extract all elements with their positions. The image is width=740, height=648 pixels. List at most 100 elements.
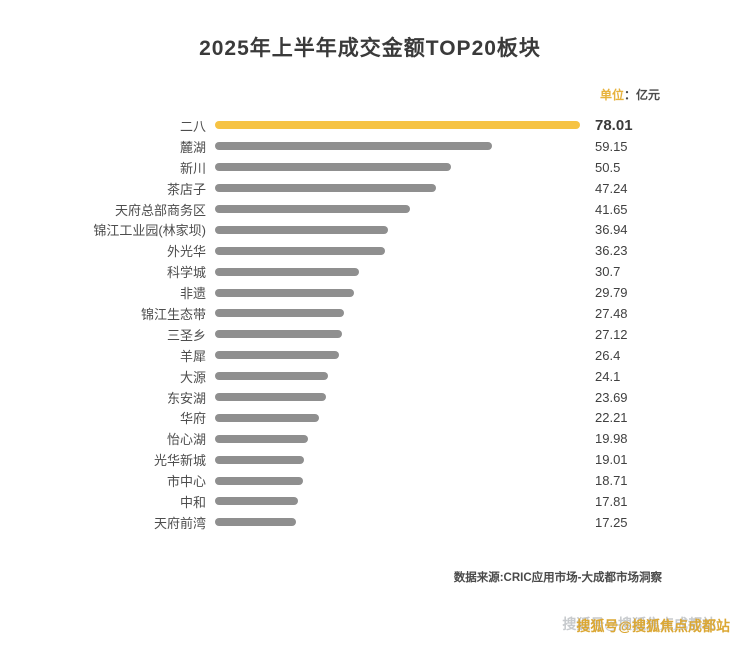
bar-track	[215, 288, 580, 297]
bar	[215, 142, 492, 151]
watermark-back-text: 搜狐号@搜狐焦点成都站	[562, 616, 716, 632]
unit-label: 单位：亿元	[0, 86, 740, 103]
chart-row: 新川 50.5	[0, 157, 740, 178]
chart-row: 茶店子 47.24	[0, 178, 740, 199]
bar-track	[215, 142, 580, 151]
value-label: 19.01	[595, 452, 628, 468]
watermark-front-text: 搜狐号@搜狐焦点成都站	[576, 618, 730, 634]
value-label: 26.4	[595, 347, 621, 363]
chart-row: 非遗 29.79	[0, 282, 740, 303]
bar	[215, 184, 437, 193]
bar-track	[215, 518, 580, 527]
category-label: 市中心	[166, 474, 206, 490]
category-label: 华府	[179, 411, 206, 427]
category-label: 怡心湖	[166, 432, 206, 448]
bar-track	[215, 351, 580, 360]
value-label: 36.94	[595, 222, 628, 238]
chart-rows: 二八 78.01 麓湖 59.15 新川 50.5 茶店子 47.24 天府总部商务区 41.65…	[0, 115, 740, 533]
value-label: 24.1	[595, 368, 621, 384]
bar	[215, 267, 359, 276]
value-label: 29.79	[595, 285, 628, 301]
bar-track	[215, 330, 580, 339]
unit-label-prefix: 单位	[599, 88, 624, 102]
data-source-note: 数据来源:CRIC应用市场-大成都市场洞察	[453, 571, 662, 584]
chart-row: 市中心 18.71	[0, 470, 740, 491]
bar-track	[215, 413, 580, 422]
category-label: 科学城	[166, 265, 206, 281]
category-label: 天府总部商务区	[114, 202, 206, 218]
category-label: 新川	[179, 160, 206, 176]
bar	[215, 121, 580, 130]
value-label: 22.21	[595, 410, 628, 426]
bar-track	[215, 393, 580, 402]
bar-track	[215, 309, 580, 318]
bar-track	[215, 225, 580, 234]
chart-row: 华府 22.21	[0, 407, 740, 428]
bar	[215, 205, 410, 213]
chart-row: 光华新城 19.01	[0, 449, 740, 470]
bar	[215, 330, 342, 339]
value-label: 36.23	[595, 243, 628, 259]
bar-track	[215, 205, 580, 213]
value-label: 27.12	[595, 326, 628, 342]
chart-title: 2025年上半年成交金额TOP20板块	[199, 37, 541, 60]
watermark: 搜狐号@搜狐焦点成都站 搜狐号@搜狐焦点成都站	[562, 616, 730, 640]
category-label: 锦江生态带	[140, 306, 206, 322]
chart-row: 天府总部商务区 41.65	[0, 199, 740, 220]
bar-track	[215, 246, 580, 255]
chart-row: 二八 78.01	[0, 115, 740, 136]
category-label: 外光华	[166, 244, 206, 260]
chart-row: 东安湖 23.69	[0, 387, 740, 408]
value-label: 27.48	[595, 305, 628, 321]
bar-track	[215, 497, 580, 506]
chart-row: 羊犀 26.4	[0, 345, 740, 366]
bar	[215, 351, 339, 360]
category-label: 大源	[179, 369, 206, 385]
bar-track	[215, 163, 580, 172]
chart-row: 怡心湖 19.98	[0, 428, 740, 449]
category-label: 东安湖	[166, 390, 206, 406]
bar	[215, 413, 319, 422]
bar-track	[215, 267, 580, 276]
chart-row: 三圣乡 27.12	[0, 324, 740, 345]
value-label: 17.81	[595, 493, 628, 509]
category-label: 茶店子	[166, 181, 206, 197]
bar-track	[215, 455, 580, 464]
bar-track	[215, 372, 580, 381]
value-label: 30.7	[595, 264, 621, 280]
value-label: 17.25	[595, 514, 628, 530]
category-label: 锦江工业园(林家坝)	[93, 223, 206, 239]
bar	[215, 476, 303, 485]
bar	[215, 288, 355, 297]
unit-label-suffix: ：亿元	[623, 88, 660, 102]
bar	[215, 455, 304, 464]
category-label: 中和	[179, 494, 206, 510]
bar	[215, 163, 452, 172]
value-label: 50.5	[595, 159, 621, 175]
value-label: 47.24	[595, 180, 628, 196]
chart-row: 中和 17.81	[0, 491, 740, 512]
category-label: 非遗	[179, 286, 206, 302]
value-label: 78.01	[595, 116, 633, 134]
value-label: 18.71	[595, 473, 628, 489]
chart-row: 天府前湾 17.25	[0, 512, 740, 533]
value-label: 59.15	[595, 138, 628, 154]
value-label: 41.65	[595, 201, 628, 217]
bar	[215, 518, 296, 527]
bar-track	[215, 434, 580, 443]
bar	[215, 309, 344, 318]
bar	[215, 434, 309, 443]
bar	[215, 372, 328, 381]
chart-row: 锦江工业园(林家坝) 36.94	[0, 219, 740, 240]
chart-row: 科学城 30.7	[0, 261, 740, 282]
chart-row: 大源 24.1	[0, 366, 740, 387]
bar	[215, 246, 385, 255]
category-label: 光华新城	[153, 453, 206, 469]
chart-row: 外光华 36.23	[0, 240, 740, 261]
chart-row: 锦江生态带 27.48	[0, 303, 740, 324]
bar-track	[215, 184, 580, 193]
category-label: 天府前湾	[153, 515, 206, 531]
bar-track	[215, 121, 580, 130]
bar	[215, 225, 388, 234]
